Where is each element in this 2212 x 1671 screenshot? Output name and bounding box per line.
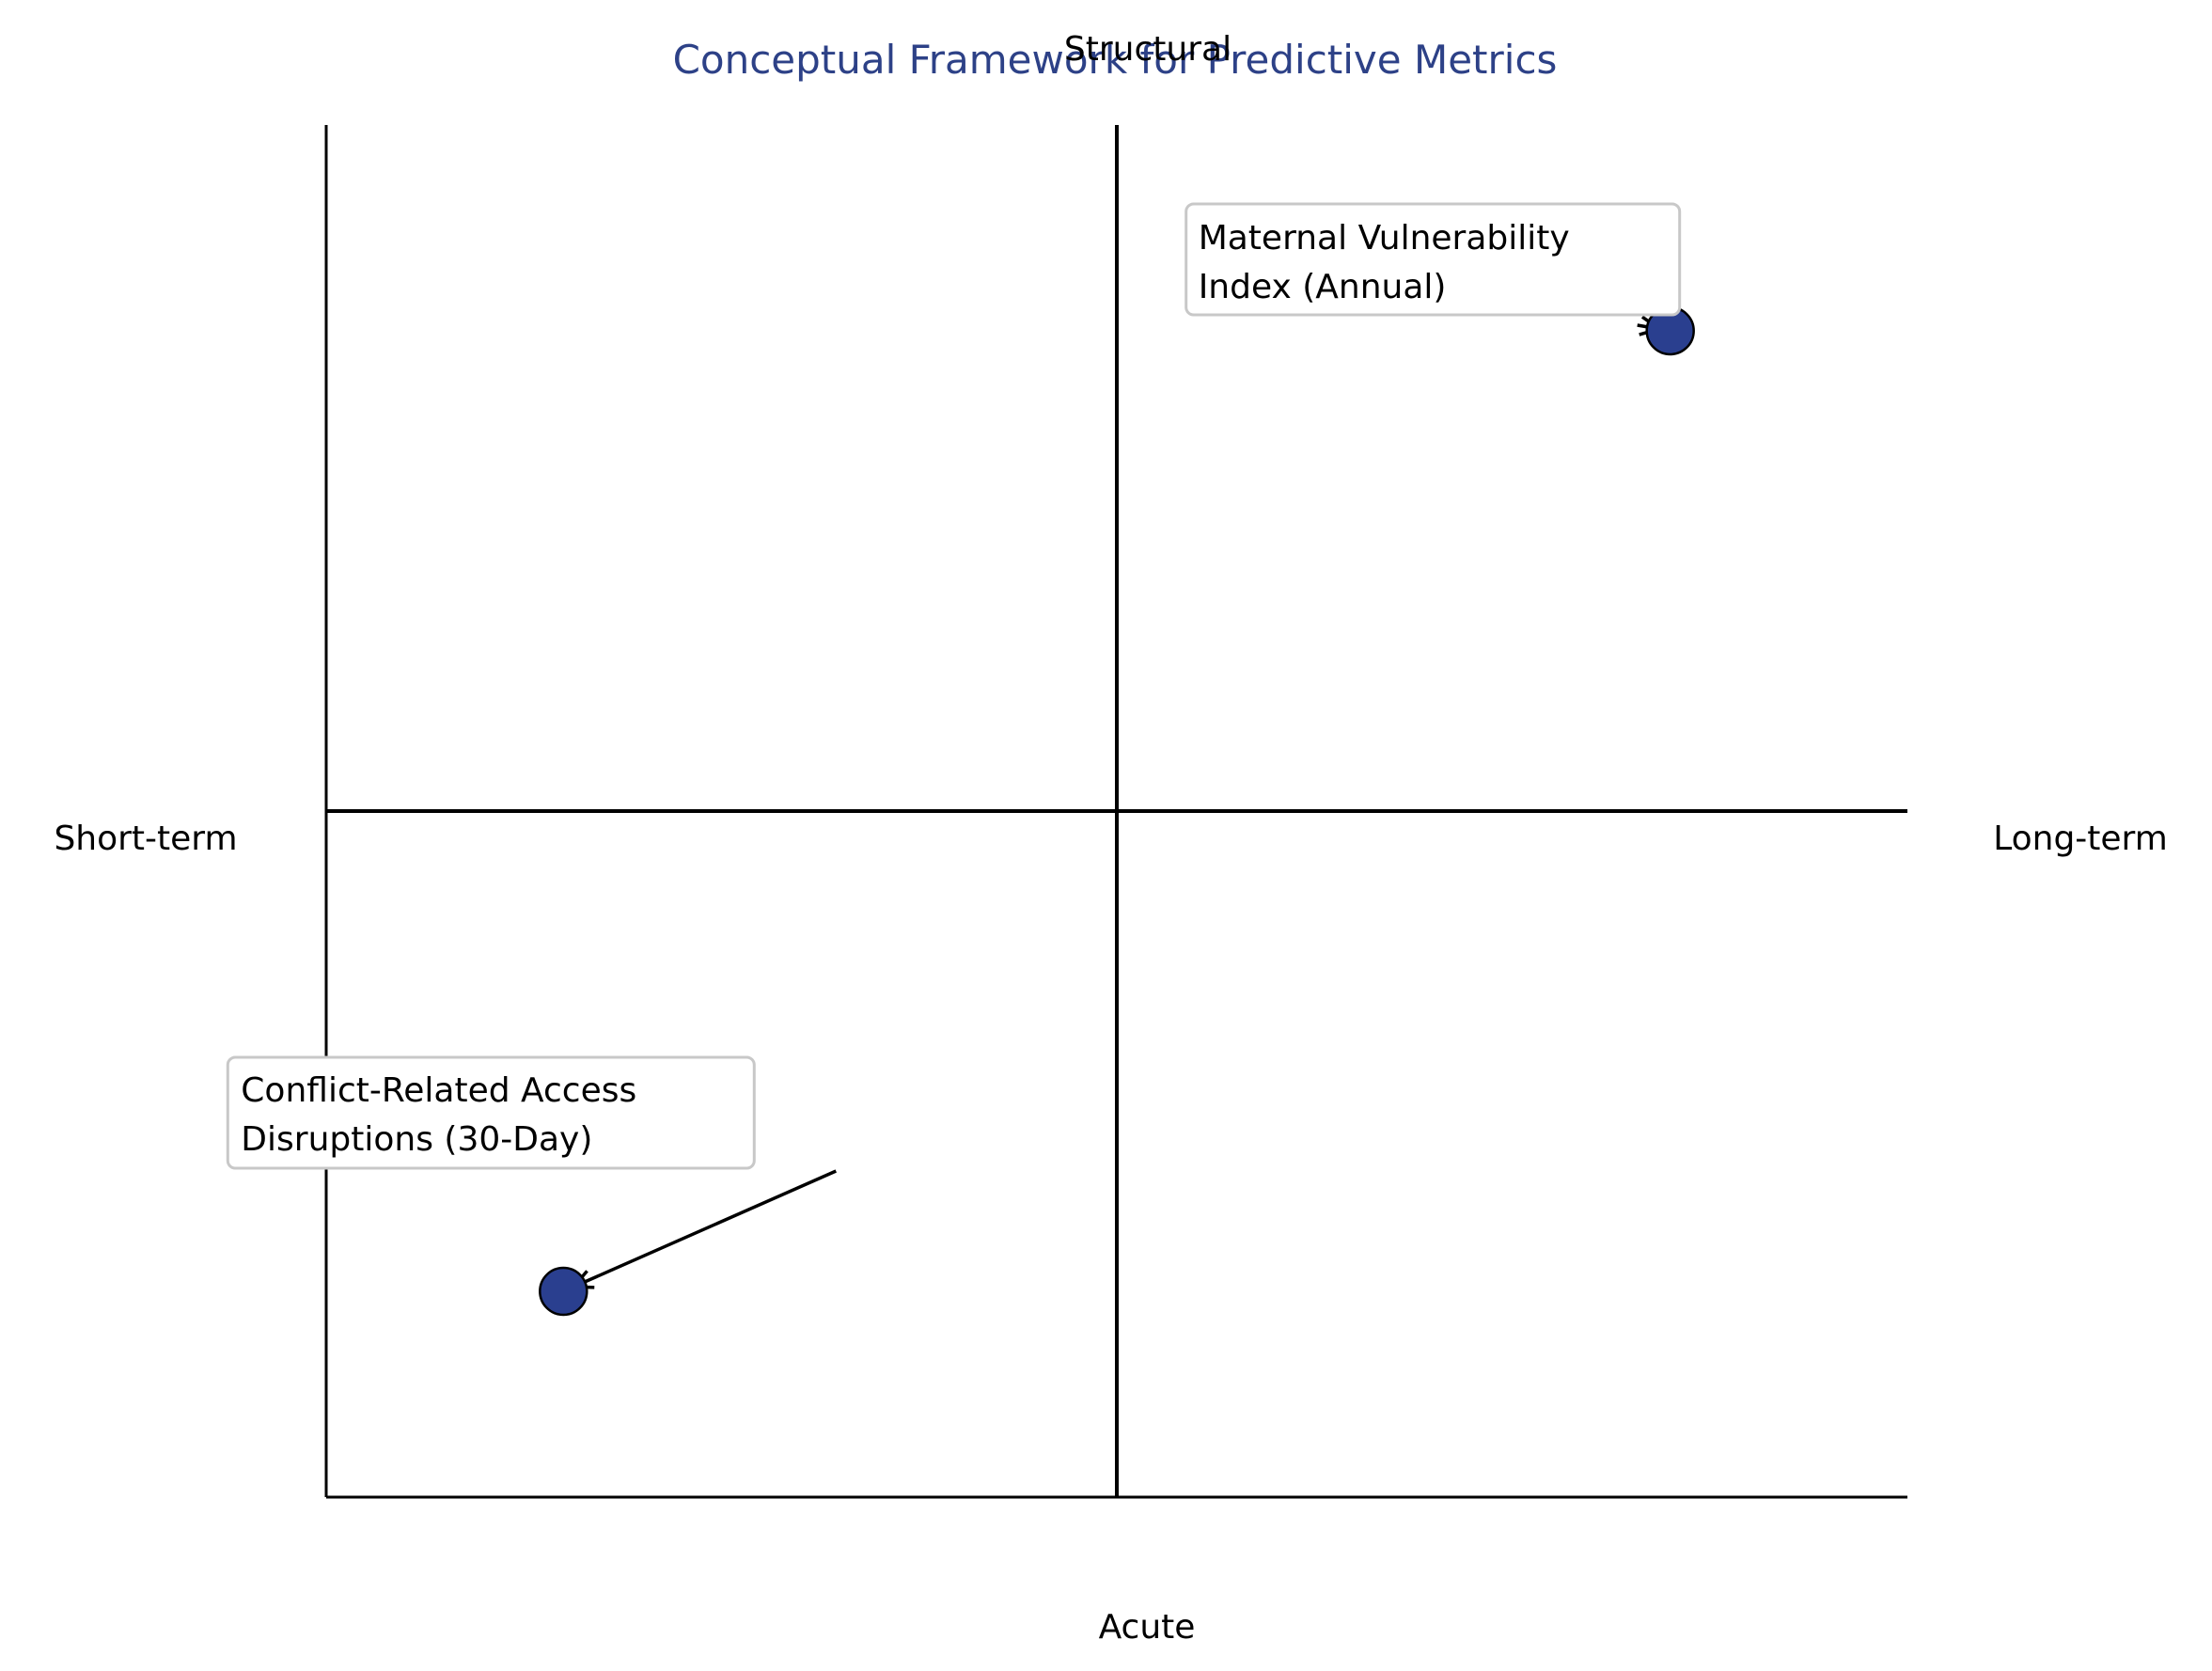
annotation-label: Maternal Vulnerability [1199, 219, 1570, 258]
data-marks: Maternal Vulnerability Index (Annual) Conf… [226, 202, 1695, 1317]
annotation-arrow [573, 1169, 838, 1288]
annotation-box [226, 1055, 756, 1170]
data-point [539, 1266, 588, 1317]
annotation-label: Index (Annual) [1199, 268, 1447, 306]
left-axis-label: Short-term [54, 820, 237, 858]
annotation-label: Conflict-Related Access [241, 1071, 636, 1110]
bottom-axis-label: Acute [1099, 1608, 1196, 1647]
top-axis-label: Structural [1064, 30, 1232, 69]
chart-title: Conceptual Framework for Predictive Metr… [673, 37, 1558, 83]
annotation-group: Maternal Vulnerability Index (Annual) [1184, 202, 1695, 356]
annotation-box [1184, 202, 1682, 317]
plot-frame [324, 125, 1907, 1499]
annotation-label: Disruptions (30-Day) [241, 1120, 592, 1159]
annotation-group: Conflict-Related Access Disruptions (30-D… [226, 1055, 838, 1317]
right-axis-label: Long-term [1993, 820, 2168, 858]
